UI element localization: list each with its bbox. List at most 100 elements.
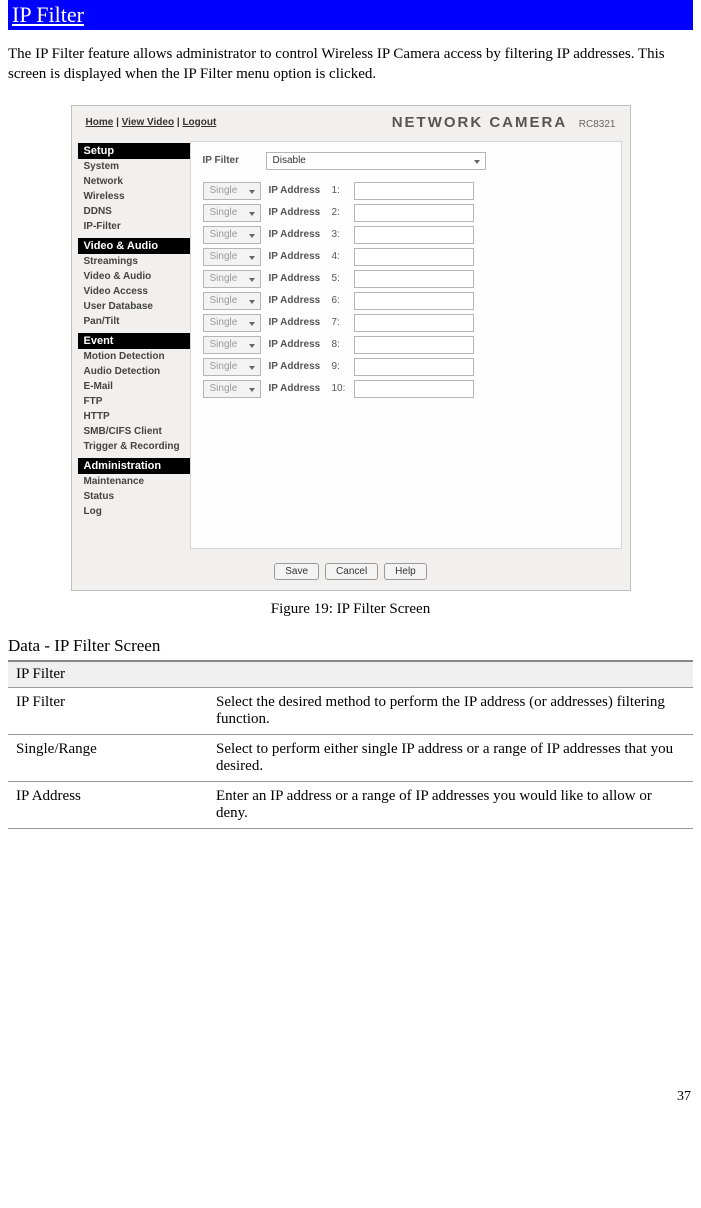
button-row: Save Cancel Help: [72, 557, 630, 590]
table-val: Select the desired method to perform the…: [208, 687, 693, 734]
link-view-video[interactable]: View Video: [122, 117, 174, 128]
sidebar-item[interactable]: Video & Audio: [78, 269, 190, 284]
ip-input[interactable]: [354, 336, 474, 354]
page-number: 37: [0, 829, 701, 1105]
sidebar-header: Event: [78, 333, 190, 349]
sidebar-item[interactable]: SMB/CIFS Client: [78, 424, 190, 439]
mode-select[interactable]: Single: [203, 358, 261, 376]
ip-label: IP Address: [269, 317, 324, 328]
ip-label: IP Address: [269, 251, 324, 262]
sidebar-item[interactable]: Pan/Tilt: [78, 314, 190, 329]
link-home[interactable]: Home: [86, 117, 114, 128]
ip-input[interactable]: [354, 270, 474, 288]
table-header: IP Filter: [8, 661, 693, 688]
mode-select[interactable]: Single: [203, 292, 261, 310]
ip-input[interactable]: [354, 358, 474, 376]
save-button[interactable]: Save: [274, 563, 319, 580]
sidebar-header: Setup: [78, 143, 190, 159]
sidebar-item[interactable]: Log: [78, 504, 190, 519]
ip-label: IP Address: [269, 383, 324, 394]
mode-select[interactable]: Single: [203, 380, 261, 398]
sidebar-header: Video & Audio: [78, 238, 190, 254]
ip-input[interactable]: [354, 314, 474, 332]
sidebar-item[interactable]: Motion Detection: [78, 349, 190, 364]
ip-input[interactable]: [354, 204, 474, 222]
ipfilter-select-value: Disable: [273, 155, 306, 166]
sidebar-item[interactable]: Streamings: [78, 254, 190, 269]
mode-select[interactable]: Single: [203, 314, 261, 332]
ip-label: IP Address: [269, 273, 324, 284]
sidebar-item[interactable]: Video Access: [78, 284, 190, 299]
ip-input[interactable]: [354, 292, 474, 310]
sidebar-item[interactable]: System: [78, 159, 190, 174]
section-heading: Data - IP Filter Screen: [8, 636, 693, 656]
table-key: IP Filter: [8, 687, 208, 734]
ip-input[interactable]: [354, 248, 474, 266]
sidebar-item[interactable]: IP-Filter: [78, 219, 190, 234]
top-nav: Home | View Video | Logout: [86, 117, 217, 128]
table-key: Single/Range: [8, 734, 208, 781]
mode-select[interactable]: Single: [203, 182, 261, 200]
brand: NETWORK CAMERA RC8321: [392, 114, 616, 131]
figure-caption: Figure 19: IP Filter Screen: [8, 601, 693, 618]
ip-index: 1:: [332, 185, 346, 196]
mode-select[interactable]: Single: [203, 226, 261, 244]
ip-row: SingleIP Address9:: [203, 358, 609, 376]
sidebar: SetupSystemNetworkWirelessDDNSIP-Filter V…: [72, 137, 190, 557]
cancel-button[interactable]: Cancel: [325, 563, 378, 580]
ip-row: Single IP Address 2:: [203, 204, 609, 222]
ip-row: Single IP Address 6:: [203, 292, 609, 310]
sidebar-item[interactable]: Audio Detection: [78, 364, 190, 379]
ipfilter-label: IP Filter: [203, 155, 258, 166]
table-row: IP AddressEnter an IP address or a range…: [8, 781, 693, 828]
mode-select[interactable]: Single: [203, 204, 261, 222]
ip-input[interactable]: [354, 226, 474, 244]
ip-row: SingleIP Address10:: [203, 380, 609, 398]
ip-label: IP Address: [269, 185, 324, 196]
ip-index: 6:: [332, 295, 346, 306]
screenshot-panel: Home | View Video | Logout NETWORK CAMER…: [71, 105, 631, 591]
link-logout[interactable]: Logout: [182, 117, 216, 128]
ip-index: 7:: [332, 317, 346, 328]
ip-index: 4:: [332, 251, 346, 262]
ip-label: IP Address: [269, 295, 324, 306]
ip-input[interactable]: [354, 380, 474, 398]
ipfilter-select[interactable]: Disable: [266, 152, 486, 170]
ip-row: SingleIP Address3:: [203, 226, 609, 244]
model-text: RC8321: [579, 119, 616, 130]
sidebar-item[interactable]: Trigger & Recording: [78, 439, 190, 454]
brand-text: NETWORK CAMERA: [392, 114, 567, 131]
sidebar-item[interactable]: Status: [78, 489, 190, 504]
ip-row: Single IP Address 4:: [203, 248, 609, 266]
mode-select[interactable]: Single: [203, 336, 261, 354]
content-pane: IP Filter Disable SingleIP Address1:Sing…: [190, 141, 622, 549]
sidebar-item[interactable]: HTTP: [78, 409, 190, 424]
ip-index: 2:: [332, 207, 346, 218]
table-row: Single/RangeSelect to perform either sin…: [8, 734, 693, 781]
ip-row: Single IP Address 7:: [203, 314, 609, 332]
sidebar-item[interactable]: DDNS: [78, 204, 190, 219]
page-title-bar: IP Filter: [8, 0, 693, 30]
mode-select[interactable]: Single: [203, 248, 261, 266]
sidebar-item[interactable]: Maintenance: [78, 474, 190, 489]
ip-row: Single IP Address 1:: [203, 182, 609, 200]
ip-index: 9:: [332, 361, 346, 372]
ip-row: Single IP Address 8:: [203, 336, 609, 354]
mode-select[interactable]: Single: [203, 270, 261, 288]
sidebar-item[interactable]: Wireless: [78, 189, 190, 204]
ip-index: 5:: [332, 273, 346, 284]
sidebar-item[interactable]: Network: [78, 174, 190, 189]
ip-index: 8:: [332, 339, 346, 350]
ip-row: Single IP Address 5:: [203, 270, 609, 288]
ip-input[interactable]: [354, 182, 474, 200]
table-row: IP FilterSelect the desired method to pe…: [8, 687, 693, 734]
data-table: IP Filter IP FilterSelect the desired me…: [8, 660, 693, 829]
ip-label: IP Address: [269, 339, 324, 350]
intro-text: The IP Filter feature allows administrat…: [8, 44, 693, 85]
sidebar-item[interactable]: User Database: [78, 299, 190, 314]
ip-label: IP Address: [269, 207, 324, 218]
sidebar-item[interactable]: FTP: [78, 394, 190, 409]
ip-label: IP Address: [269, 229, 324, 240]
help-button[interactable]: Help: [384, 563, 427, 580]
sidebar-item[interactable]: E-Mail: [78, 379, 190, 394]
